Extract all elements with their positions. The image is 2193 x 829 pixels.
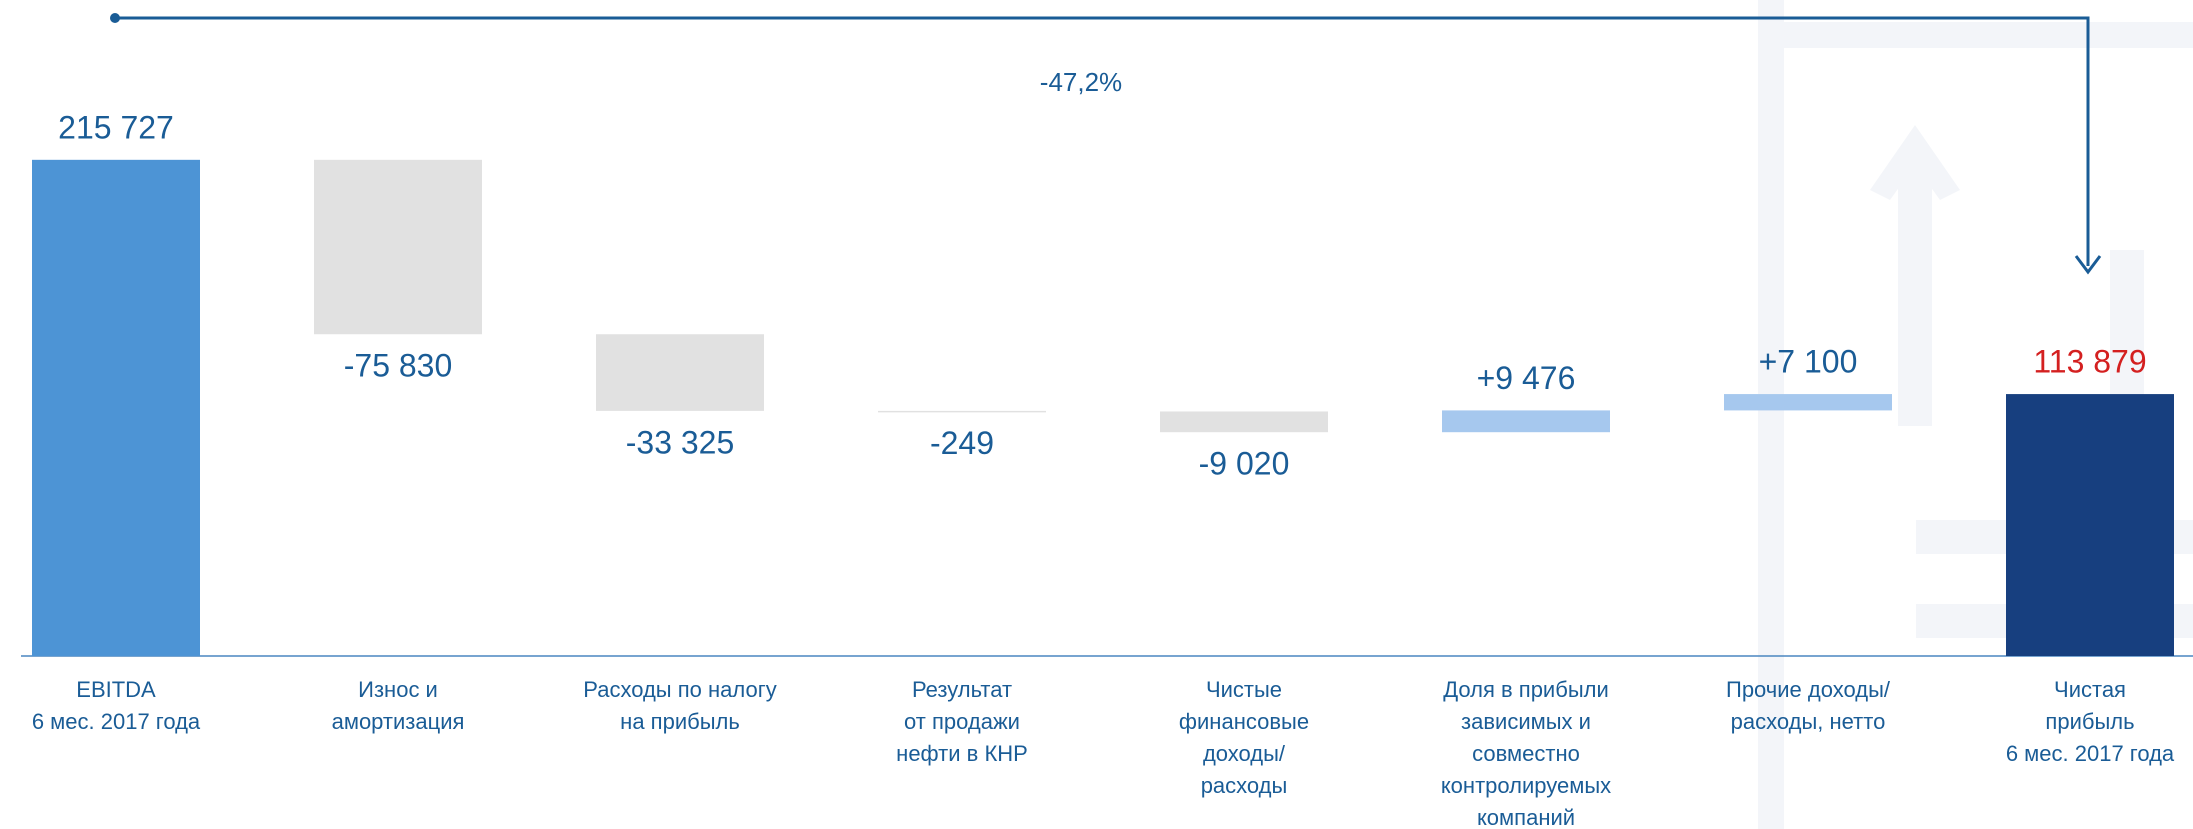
value-label: 113 879 — [2033, 344, 2146, 380]
bar — [32, 159, 200, 657]
value-label: -75 830 — [344, 348, 453, 384]
x-tick-label: Прочие доходы/расходы, нетто — [1726, 677, 1891, 734]
x-tick-label: Результат от продажи нефти в КНР — [896, 677, 1028, 766]
value-label: -249 — [930, 425, 994, 461]
x-tick-label: Расходы по налогу на прибыль — [583, 677, 776, 734]
value-label: +7 100 — [1759, 344, 1858, 380]
change-arrow — [110, 13, 2102, 275]
value-label: 215 727 — [58, 109, 174, 145]
x-tick-label: Доля в прибыли зависимых и совместно контро… — [1441, 677, 1611, 829]
bar — [1724, 394, 1892, 411]
bar — [1160, 411, 1328, 433]
bar — [596, 334, 764, 411]
annotation: -47,2% — [1040, 67, 1122, 97]
value-label: -9 020 — [1199, 446, 1290, 482]
bar — [878, 410, 1046, 413]
bar — [2006, 394, 2174, 656]
value-label: +9 476 — [1477, 360, 1576, 396]
x-tick-label: Чистая прибыль 6 мес. 2017 года — [2006, 677, 2175, 766]
bar — [1442, 410, 1610, 433]
value-label: -33 325 — [626, 424, 735, 460]
x-tick-label: Износ и амортизация — [332, 677, 465, 734]
bar — [314, 159, 482, 335]
x-tick-label: Чистые финансовые доходы/расходы — [1179, 677, 1309, 798]
x-tick-label: EBITDA 6 мес. 2017 года — [32, 677, 201, 734]
